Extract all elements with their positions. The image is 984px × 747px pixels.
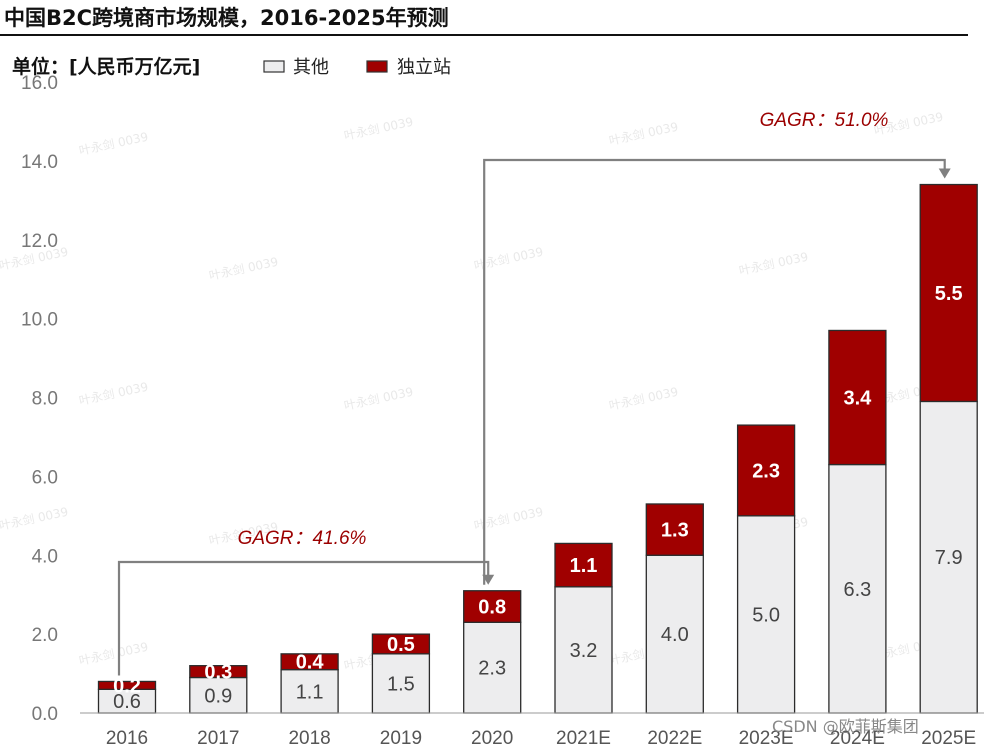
y-tick-label: 16.0 — [21, 73, 58, 94]
bar-independent-2020 — [463, 590, 522, 623]
x-axis: 2016 2017 2018 2019 2020 2021E 2022E 2023E 2024E… — [80, 712, 984, 747]
y-tick-label: 0.0 — [32, 704, 58, 725]
data-label-other: 5.0 — [752, 604, 780, 626]
y-tick-label: 12.0 — [21, 231, 58, 252]
x-tick-label: 2023E — [739, 728, 794, 747]
bars: 0.60.2 0.90.3 1.1 0.4 1.5 0.5 2.3 0.8 3.2 1.1 4.0 1… — [97, 183, 978, 714]
watermark-text: 叶永剑 0039 — [0, 504, 69, 533]
data-label-independent: 1.1 — [570, 555, 598, 577]
x-tick-label: 2025E — [921, 728, 976, 747]
data-label-other: 0.9 — [204, 685, 232, 707]
legend: 其他 独立站 — [263, 57, 451, 78]
y-tick-label: 10.0 — [21, 310, 58, 331]
y-tick-label: 2.0 — [32, 625, 58, 646]
data-label-independent: 3.4 — [843, 388, 872, 410]
y-axis: 0.0 2.0 4.0 6.0 8.0 10.0 12.0 14.0 16.0 — [21, 73, 58, 725]
x-tick-label: 2017 — [197, 728, 239, 747]
data-label-independent: 0.3 — [204, 662, 232, 684]
bar-independent-2018 — [280, 653, 339, 671]
data-label-other: 6.3 — [843, 579, 871, 601]
x-tick-label: 2024E — [830, 728, 885, 747]
bar-independent-2025E — [919, 183, 978, 403]
x-tick-label: 2021E — [556, 728, 611, 747]
bar-independent-2017 — [189, 665, 248, 679]
bar-independent-2016 — [97, 680, 157, 690]
data-label-independent: 0.2 — [113, 675, 141, 697]
bar-independent-2019 — [371, 633, 431, 655]
data-label-independent: 0.8 — [478, 597, 506, 619]
watermark-text: 叶永剑 0039 — [608, 119, 680, 148]
watermark-text: 叶永剑 0039 — [78, 639, 150, 668]
watermark-text: 叶永剑 0039 — [78, 379, 150, 408]
watermark-text: 叶永剑 0039 — [343, 384, 415, 413]
x-tick-label: 2022E — [647, 728, 702, 747]
bar-other-2025E — [919, 400, 978, 714]
legend-swatch-independent — [366, 60, 388, 73]
bar-other-2020 — [463, 621, 522, 714]
cagr-arrowhead-icon — [938, 168, 951, 179]
data-label-other: 3.2 — [570, 640, 598, 662]
y-tick-label: 8.0 — [32, 389, 58, 410]
data-label-other: 1.5 — [387, 673, 415, 695]
watermark-text: 叶永剑 0039 — [738, 249, 810, 278]
data-label-other: 1.1 — [296, 681, 324, 703]
data-label-independent: 2.3 — [752, 460, 780, 482]
bar-other-2022E — [645, 554, 704, 714]
bar-other-2023E — [736, 515, 796, 714]
bar-independent-2024E — [828, 329, 887, 466]
bar-independent-2021E — [554, 542, 613, 588]
data-label-independent: 1.3 — [661, 520, 689, 542]
x-tick-label: 2019 — [380, 728, 422, 747]
credit-text: CSDN @欧菲斯集团 — [772, 717, 919, 736]
data-label-other: 2.3 — [478, 658, 506, 680]
watermarks: 叶永剑 0039 叶永剑 0039 叶永剑 0039 叶永剑 0039 叶永剑 0039… — [0, 109, 944, 673]
x-tick-label: 2016 — [106, 728, 148, 747]
cagr-bracket-line — [117, 560, 490, 676]
watermark-text: 叶永剑 0039 — [78, 129, 150, 158]
data-label-independent: 0.4 — [296, 652, 325, 674]
unit-label: 单位：[人民币万亿元] — [12, 55, 200, 78]
cagr-annotations: GAGR：41.6% GAGR：51.0% — [117, 110, 951, 676]
data-label-other: 0.6 — [113, 691, 141, 713]
legend-label-other: 其他 — [293, 57, 329, 78]
bar-independent-2023E — [736, 424, 796, 517]
x-tick-label: 2020 — [471, 728, 513, 747]
watermark-text: 叶永剑 0039 — [608, 384, 680, 413]
legend-swatch-other — [263, 60, 285, 73]
bar-independent-2022E — [645, 503, 704, 556]
legend-label-independent: 独立站 — [397, 57, 451, 78]
cagr-label: GAGR：41.6% — [238, 528, 367, 549]
data-label-independent: 5.5 — [935, 283, 963, 305]
cagr-label: GAGR：51.0% — [760, 110, 889, 131]
watermark-text: 叶永剑 0039 — [343, 114, 415, 143]
data-label-other: 7.9 — [935, 547, 963, 569]
data-label-other: 4.0 — [661, 624, 689, 646]
y-tick-label: 6.0 — [32, 467, 58, 488]
y-tick-label: 4.0 — [32, 546, 58, 567]
y-tick-label: 14.0 — [21, 152, 58, 173]
data-label-independent: 0.5 — [387, 634, 415, 656]
watermark-text: 叶永剑 0039 — [208, 254, 280, 283]
bar-other-2018 — [280, 668, 339, 714]
cagr-bracket-line — [483, 158, 946, 585]
x-tick-label: 2018 — [288, 728, 330, 747]
chart-title: 中国B2C跨境商市场规模，2016-2025年预测 — [4, 6, 449, 30]
